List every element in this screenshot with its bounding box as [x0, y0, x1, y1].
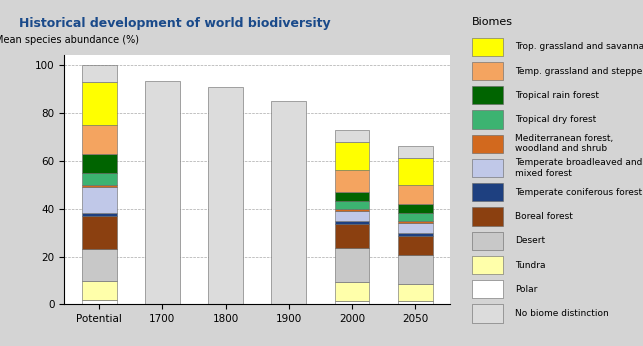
Bar: [82, 213, 116, 216]
FancyBboxPatch shape: [471, 159, 503, 177]
Bar: [398, 185, 433, 204]
Bar: [82, 300, 116, 304]
Text: Polar: Polar: [515, 285, 538, 294]
Text: Mean species abundance (%): Mean species abundance (%): [0, 35, 139, 45]
Text: Biomes: Biomes: [471, 17, 512, 27]
Text: Mediterranean forest,
woodland and shrub: Mediterranean forest, woodland and shrub: [515, 134, 613, 154]
Text: Tropical dry forest: Tropical dry forest: [515, 115, 596, 124]
FancyBboxPatch shape: [471, 86, 503, 104]
Text: Trop. grassland and savannah: Trop. grassland and savannah: [515, 42, 643, 51]
FancyBboxPatch shape: [471, 256, 503, 274]
Bar: [398, 204, 433, 213]
Text: Temperate broadleaved and
mixed forest: Temperate broadleaved and mixed forest: [515, 158, 642, 178]
Bar: [145, 81, 180, 304]
FancyBboxPatch shape: [471, 183, 503, 201]
Bar: [334, 211, 369, 221]
Bar: [334, 170, 369, 192]
Bar: [82, 154, 116, 173]
FancyBboxPatch shape: [471, 110, 503, 129]
Bar: [82, 216, 116, 249]
Bar: [398, 284, 433, 301]
FancyBboxPatch shape: [471, 62, 503, 80]
Bar: [82, 185, 116, 187]
Bar: [398, 146, 433, 158]
Bar: [82, 249, 116, 281]
Text: Boreal forest: Boreal forest: [515, 212, 573, 221]
Bar: [398, 233, 433, 236]
Bar: [334, 221, 369, 224]
Text: Historical development of world biodiversity: Historical development of world biodiver…: [19, 17, 331, 30]
Bar: [334, 192, 369, 201]
Bar: [334, 142, 369, 170]
Bar: [82, 173, 116, 185]
Bar: [82, 82, 116, 125]
Bar: [82, 187, 116, 213]
Bar: [398, 221, 433, 223]
FancyBboxPatch shape: [471, 38, 503, 56]
Bar: [398, 255, 433, 284]
Bar: [334, 282, 369, 301]
FancyBboxPatch shape: [471, 280, 503, 298]
Bar: [82, 65, 116, 82]
Bar: [398, 158, 433, 185]
Bar: [271, 101, 306, 304]
Bar: [334, 248, 369, 282]
Bar: [334, 201, 369, 209]
Bar: [398, 236, 433, 255]
Bar: [334, 224, 369, 248]
Bar: [398, 213, 433, 221]
Bar: [82, 281, 116, 300]
Text: Desert: Desert: [515, 236, 545, 245]
Bar: [398, 301, 433, 304]
FancyBboxPatch shape: [471, 231, 503, 250]
FancyBboxPatch shape: [471, 207, 503, 226]
Text: Tundra: Tundra: [515, 261, 545, 270]
Bar: [334, 130, 369, 142]
Bar: [82, 125, 116, 154]
Bar: [208, 86, 243, 304]
Text: No biome distinction: No biome distinction: [515, 309, 609, 318]
Text: Temperate coniferous forest: Temperate coniferous forest: [515, 188, 642, 197]
Bar: [334, 301, 369, 304]
FancyBboxPatch shape: [471, 304, 503, 322]
Text: Tropical rain forest: Tropical rain forest: [515, 91, 599, 100]
Text: Temp. grassland and steppe: Temp. grassland and steppe: [515, 66, 642, 75]
Bar: [398, 223, 433, 233]
Bar: [334, 209, 369, 211]
FancyBboxPatch shape: [471, 135, 503, 153]
